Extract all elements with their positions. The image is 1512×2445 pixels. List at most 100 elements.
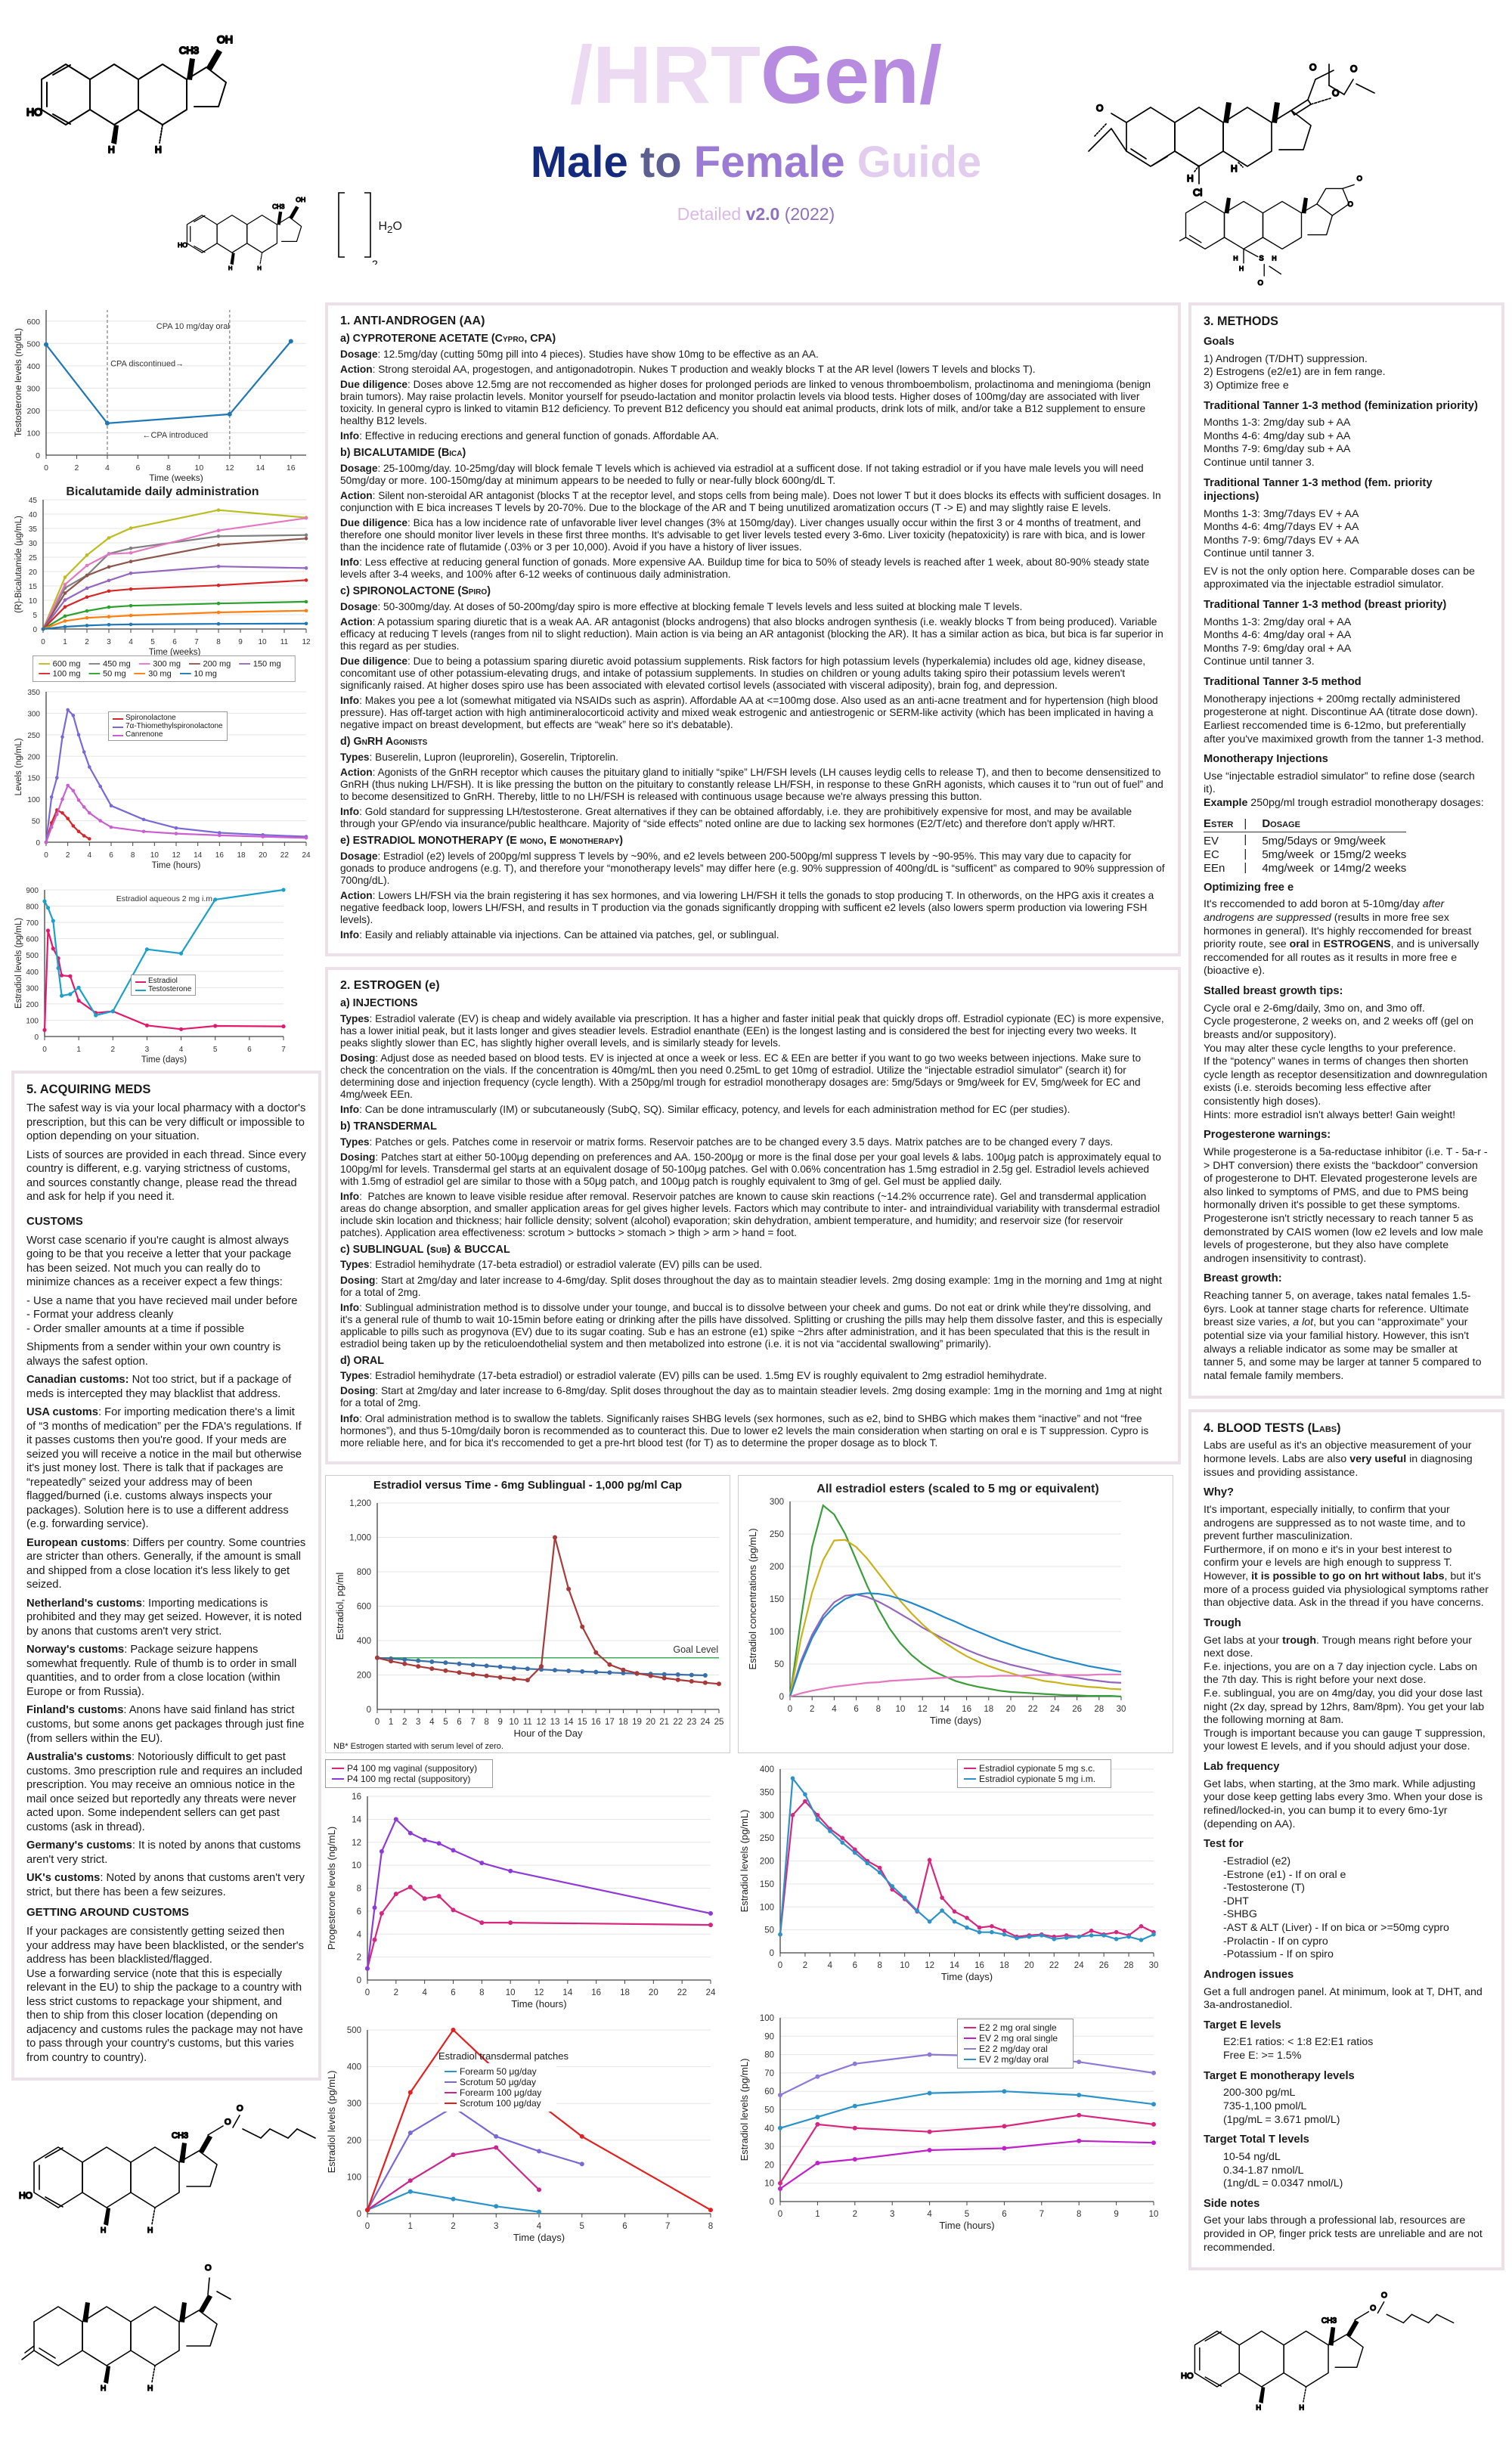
svg-text:CPA 10 mg/day oral: CPA 10 mg/day oral <box>156 322 230 331</box>
svg-text:19: 19 <box>632 1718 642 1727</box>
svg-text:6: 6 <box>622 2222 627 2231</box>
svg-text:24: 24 <box>706 1988 716 1997</box>
svg-text:80: 80 <box>764 2050 774 2059</box>
svg-text:14: 14 <box>256 463 265 473</box>
svg-text:0: 0 <box>357 2210 361 2219</box>
svg-text:70: 70 <box>764 2068 774 2078</box>
svg-text:18: 18 <box>984 1705 993 1714</box>
svg-text:24: 24 <box>302 851 311 860</box>
svg-text:3: 3 <box>107 638 111 646</box>
svg-text:12: 12 <box>172 851 181 860</box>
svg-text:25: 25 <box>29 554 38 562</box>
svg-text:35: 35 <box>29 525 38 534</box>
svg-text:18: 18 <box>618 1718 628 1727</box>
svg-text:1: 1 <box>389 1718 393 1727</box>
svg-text:24: 24 <box>1074 1961 1084 1970</box>
svg-text:200: 200 <box>357 1671 371 1680</box>
svg-text:26: 26 <box>1072 1705 1082 1714</box>
svg-text:H: H <box>228 265 232 271</box>
svg-text:400: 400 <box>26 968 39 977</box>
svg-text:0: 0 <box>779 1693 784 1702</box>
svg-text:300: 300 <box>770 1498 784 1507</box>
svg-text:20: 20 <box>1006 1705 1016 1714</box>
svg-text:All estradiol esters (scaled t: All estradiol esters (scaled to 5 mg or … <box>816 1483 1098 1495</box>
svg-text:22: 22 <box>280 851 290 860</box>
svg-text:0: 0 <box>44 463 48 473</box>
svg-text:600: 600 <box>26 318 40 327</box>
svg-text:10: 10 <box>509 1718 519 1727</box>
svg-text:Hour of the Day: Hour of the Day <box>513 1728 583 1739</box>
svg-text:12: 12 <box>534 1988 544 1997</box>
svg-text:5: 5 <box>33 612 37 620</box>
svg-text:Progesterone levels (ng/mL): Progesterone levels (ng/mL) <box>326 1826 337 1949</box>
svg-text:2: 2 <box>357 1953 361 1962</box>
svg-text:5: 5 <box>580 2222 584 2231</box>
svg-text:16: 16 <box>215 851 225 860</box>
svg-text:30: 30 <box>1117 1705 1126 1714</box>
svg-text:3: 3 <box>494 2222 498 2231</box>
svg-text:100: 100 <box>26 1017 39 1025</box>
svg-text:H: H <box>1233 255 1238 262</box>
svg-text:16: 16 <box>287 463 296 473</box>
svg-text:2: 2 <box>402 1718 407 1727</box>
svg-text:350: 350 <box>760 1788 774 1797</box>
svg-text:5: 5 <box>213 1046 218 1054</box>
svg-text:25: 25 <box>714 1718 724 1727</box>
svg-text:5: 5 <box>443 1718 448 1727</box>
svg-text:4: 4 <box>105 463 110 473</box>
svg-text:HO: HO <box>178 241 187 249</box>
svg-text:6: 6 <box>854 1705 858 1714</box>
svg-text:20: 20 <box>764 2161 774 2170</box>
svg-text:20: 20 <box>259 851 268 860</box>
svg-text:2: 2 <box>803 1961 807 1970</box>
svg-text:60: 60 <box>764 2087 774 2096</box>
svg-text:12: 12 <box>352 1838 361 1847</box>
svg-text:4: 4 <box>429 1718 435 1727</box>
svg-text:22: 22 <box>677 1988 687 1997</box>
svg-text:Time (hours): Time (hours) <box>152 861 201 870</box>
svg-text:10: 10 <box>900 1961 909 1970</box>
svg-text:2: 2 <box>111 1046 116 1054</box>
svg-text:100: 100 <box>347 2173 361 2182</box>
svg-text:90: 90 <box>764 2032 774 2041</box>
svg-text:8: 8 <box>876 1705 881 1714</box>
svg-text:4: 4 <box>828 1961 833 1970</box>
svg-text:2: 2 <box>394 1988 398 1997</box>
svg-text:3: 3 <box>145 1046 150 1054</box>
svg-text:0: 0 <box>357 1976 361 1985</box>
svg-text:14: 14 <box>950 1961 959 1970</box>
svg-text:4: 4 <box>832 1705 837 1714</box>
svg-text:CH3: CH3 <box>1321 2316 1337 2325</box>
svg-text:100: 100 <box>770 1628 784 1637</box>
svg-text:8: 8 <box>357 1884 361 1893</box>
svg-text:7: 7 <box>470 1718 475 1727</box>
svg-text:12: 12 <box>537 1718 547 1727</box>
svg-text:2: 2 <box>372 258 378 265</box>
svg-text:1: 1 <box>408 2222 413 2231</box>
svg-text:10: 10 <box>506 1988 516 1997</box>
svg-text:250: 250 <box>770 1530 784 1539</box>
svg-text:3: 3 <box>416 1718 420 1727</box>
svg-text:H: H <box>1239 265 1244 272</box>
svg-text:10: 10 <box>1149 2210 1159 2219</box>
svg-text:0: 0 <box>33 626 37 634</box>
svg-text:500: 500 <box>347 2026 361 2035</box>
svg-text:9: 9 <box>498 1718 503 1727</box>
svg-text:14: 14 <box>564 1718 574 1727</box>
svg-text:200: 200 <box>770 1563 784 1572</box>
svg-text:20: 20 <box>29 569 38 577</box>
svg-text:4: 4 <box>129 638 133 646</box>
svg-text:Estradiol levels (pg/mL): Estradiol levels (pg/mL) <box>739 2058 750 2161</box>
svg-text:0: 0 <box>375 1718 380 1727</box>
svg-text:10: 10 <box>258 638 267 646</box>
svg-text:←CPA introduced: ←CPA introduced <box>142 431 208 440</box>
svg-text:CPA discontinued→: CPA discontinued→ <box>110 359 184 368</box>
svg-text:0: 0 <box>41 638 45 646</box>
svg-text:Estradiol levels (pg/mL): Estradiol levels (pg/mL) <box>14 918 23 1009</box>
svg-text:4: 4 <box>88 851 92 860</box>
svg-text:8: 8 <box>878 1961 882 1970</box>
svg-text:0: 0 <box>34 1033 39 1042</box>
svg-text:7: 7 <box>1040 2210 1044 2219</box>
svg-text:O: O <box>225 2118 231 2127</box>
svg-text:400: 400 <box>760 1765 774 1774</box>
